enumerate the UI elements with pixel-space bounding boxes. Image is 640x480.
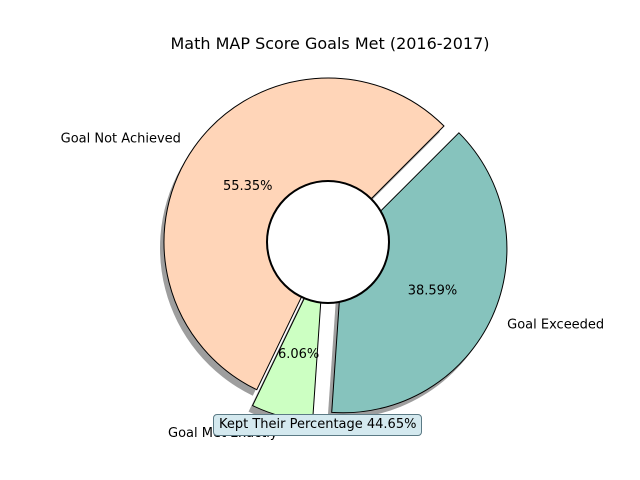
slice-percent-goal-exceeded: 38.59% bbox=[408, 284, 458, 299]
slice-label-goal-exceeded: Goal Exceeded bbox=[507, 317, 604, 332]
slice-label-goal-not-achieved: Goal Not Achieved bbox=[61, 132, 181, 147]
donut-hole bbox=[266, 180, 390, 304]
slice-percent-goal-not-achieved: 55.35% bbox=[223, 179, 273, 194]
slice-percent-goal-met-exactly: 6.06% bbox=[278, 347, 319, 362]
slice-goal-exceeded bbox=[331, 132, 508, 414]
annotation-box: Kept Their Percentage 44.65% bbox=[213, 414, 423, 436]
chart-title: Math MAP Score Goals Met (2016-2017) bbox=[170, 34, 489, 53]
